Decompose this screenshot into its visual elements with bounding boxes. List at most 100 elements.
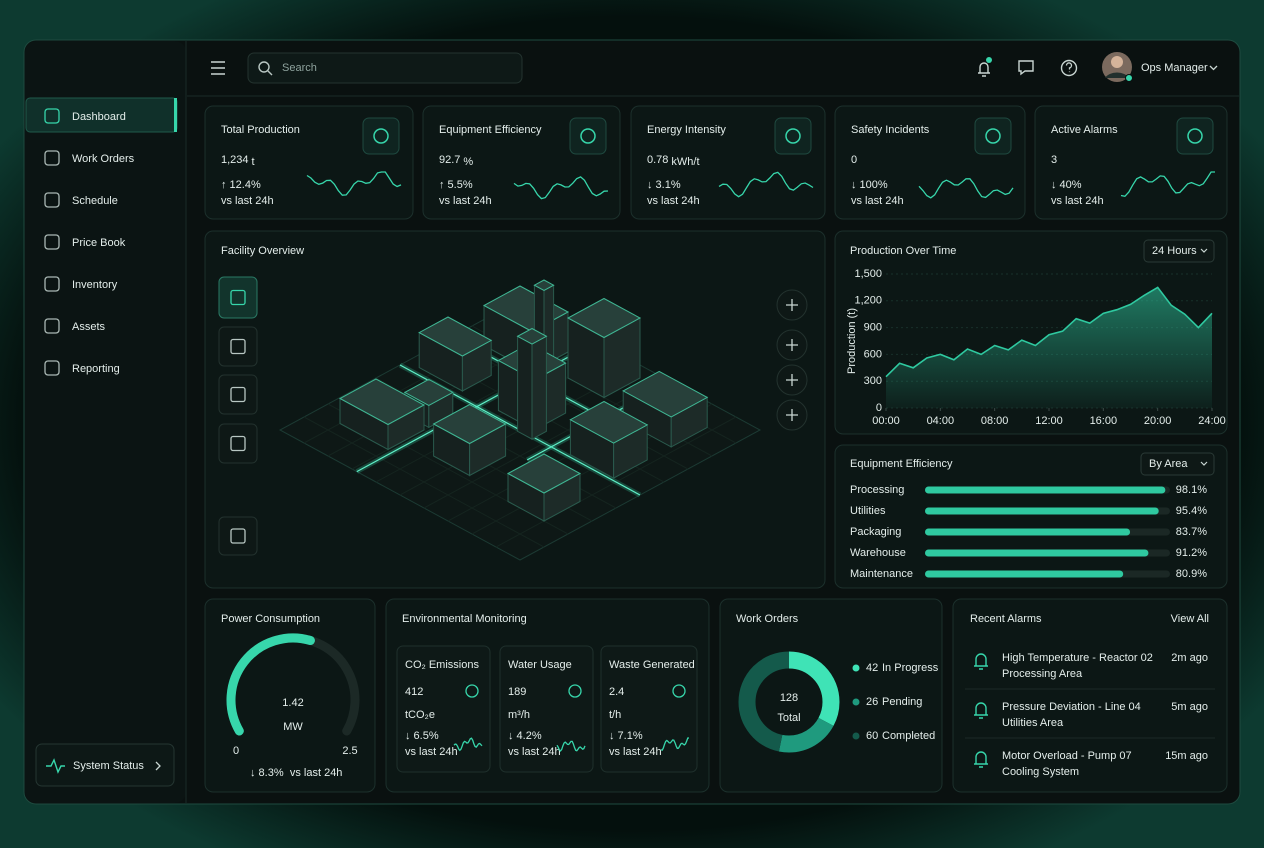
kpi-icon-glyph	[580, 128, 596, 144]
kpi-title: Energy Intensity	[647, 124, 726, 136]
nav-item[interactable]: Dashboard	[44, 108, 126, 124]
status-dot	[1125, 74, 1133, 82]
metric-icon	[568, 684, 582, 698]
pulse-icon	[46, 758, 65, 774]
kpi-unit: kWh/t	[671, 156, 699, 168]
ground-grid	[303, 416, 545, 548]
chevron	[1200, 461, 1208, 466]
kpi-icon-glyph	[785, 128, 801, 144]
card-title: Recent Alarms	[970, 613, 1042, 625]
y-axis-label: Production (t)	[846, 308, 858, 374]
sparkline	[718, 171, 814, 198]
line	[885, 286, 1213, 378]
messages-button[interactable]	[1018, 60, 1034, 76]
view-tool-button[interactable]	[218, 423, 258, 464]
alarms-card	[952, 598, 1228, 793]
view-tool-button[interactable]	[218, 516, 258, 556]
kpi-period: vs last 24h	[647, 195, 700, 207]
help-icon	[1060, 59, 1078, 77]
kpi-title: Total Production	[221, 124, 300, 136]
kpi-change: ↑ 5.5%	[439, 179, 473, 191]
building-roof	[566, 297, 642, 339]
sparkline	[513, 176, 609, 200]
nav-label: Schedule	[72, 195, 118, 207]
donut-segment	[738, 651, 840, 753]
nav-icon	[44, 192, 60, 208]
map-control-icon	[786, 409, 798, 421]
user-menu[interactable]: Ops Manager	[1102, 52, 1218, 82]
nav-item[interactable]: Inventory	[44, 276, 118, 292]
nav-label: Inventory	[72, 279, 118, 291]
range-label: 24 Hours	[1152, 245, 1197, 257]
search-box[interactable]	[247, 52, 523, 84]
gauge-change: ↓ 8.3%	[250, 767, 284, 779]
kpi-icon	[362, 117, 400, 155]
metric-value: 189	[508, 686, 526, 698]
nav-item[interactable]: Work Orders	[44, 150, 135, 166]
metric-icon	[672, 684, 686, 698]
alarm-bell	[974, 751, 988, 768]
bar	[925, 528, 1131, 536]
sparkline	[1120, 171, 1215, 198]
alarm-item[interactable]: Pressure Deviation - Line 04 Utilities Ar…	[974, 701, 1208, 729]
help-button[interactable]	[1060, 59, 1078, 77]
kpi-change: ↓ 3.1%	[647, 179, 681, 191]
legend-dot	[852, 664, 860, 672]
chart-title: Power Consumption	[221, 613, 320, 625]
metric-name: Waste Generated	[609, 659, 695, 671]
chart-title: Equipment Efficiency	[850, 458, 953, 470]
nav-label: Price Book	[72, 237, 126, 249]
sparkline	[556, 740, 586, 752]
x-tick-label: 04:00	[927, 415, 955, 427]
alarm-item[interactable]: Motor Overload - Pump 07 Cooling System 15…	[974, 750, 1208, 778]
y-tick-label: 0	[876, 402, 882, 414]
bar	[925, 549, 1149, 557]
legend-dot	[852, 732, 860, 740]
alarm-time: 5m ago	[1171, 701, 1208, 713]
kpi-period: vs last 24h	[439, 195, 492, 207]
kpi-unit: %	[463, 156, 473, 168]
x-tick-label: 00:00	[872, 415, 900, 427]
kpi-icon-glyph	[985, 128, 1001, 144]
view-all-link[interactable]: View All	[1171, 613, 1209, 625]
gauge-min: 0	[233, 745, 239, 757]
filter-label: By Area	[1149, 458, 1188, 470]
nav-item[interactable]: Price Book	[44, 234, 126, 250]
alarm-item[interactable]: High Temperature - Reactor 02 Processing …	[974, 652, 1208, 680]
alarm-area: Cooling System	[1002, 766, 1079, 778]
nav-item[interactable]: Reporting	[44, 360, 120, 376]
notifications-button[interactable]	[978, 57, 992, 77]
building-face	[517, 335, 533, 440]
chevron	[155, 761, 161, 771]
menu-button[interactable]	[211, 61, 225, 75]
view-tool-button[interactable]	[218, 326, 258, 367]
help-icon	[1065, 62, 1073, 73]
kpi-change: ↑ 12.4%	[221, 179, 261, 191]
kpi-value: 92.7	[439, 154, 460, 166]
gauge-value	[226, 633, 315, 736]
building-roof	[403, 378, 454, 406]
metric-icon	[465, 684, 479, 698]
kpi-value: 0.78	[647, 154, 668, 166]
avatar	[1111, 56, 1123, 68]
search-placeholder: Search	[282, 62, 317, 74]
nav-item[interactable]: Schedule	[44, 192, 118, 208]
filter-select[interactable]	[1140, 452, 1215, 476]
building-roof	[569, 400, 649, 444]
card-title: Environmental Monitoring	[402, 613, 527, 625]
view-tool-button[interactable]	[218, 374, 258, 415]
nav-icon	[44, 360, 60, 376]
metric-card	[396, 645, 491, 773]
range-select[interactable]	[1143, 239, 1215, 263]
legend-label: Pending	[882, 696, 922, 708]
system-status-button[interactable]	[35, 743, 175, 787]
x-tick-label: 20:00	[1144, 415, 1172, 427]
kpi-period: vs last 24h	[221, 195, 274, 207]
kpi-period: vs last 24h	[851, 195, 904, 207]
view-tool-button[interactable]	[218, 276, 258, 319]
kpi-value: 1,234	[221, 154, 249, 166]
value-label: 80.9%	[1176, 568, 1207, 580]
avatar	[1105, 72, 1129, 78]
y-tick-label: 300	[864, 375, 882, 387]
nav-item[interactable]: Assets	[44, 318, 106, 334]
